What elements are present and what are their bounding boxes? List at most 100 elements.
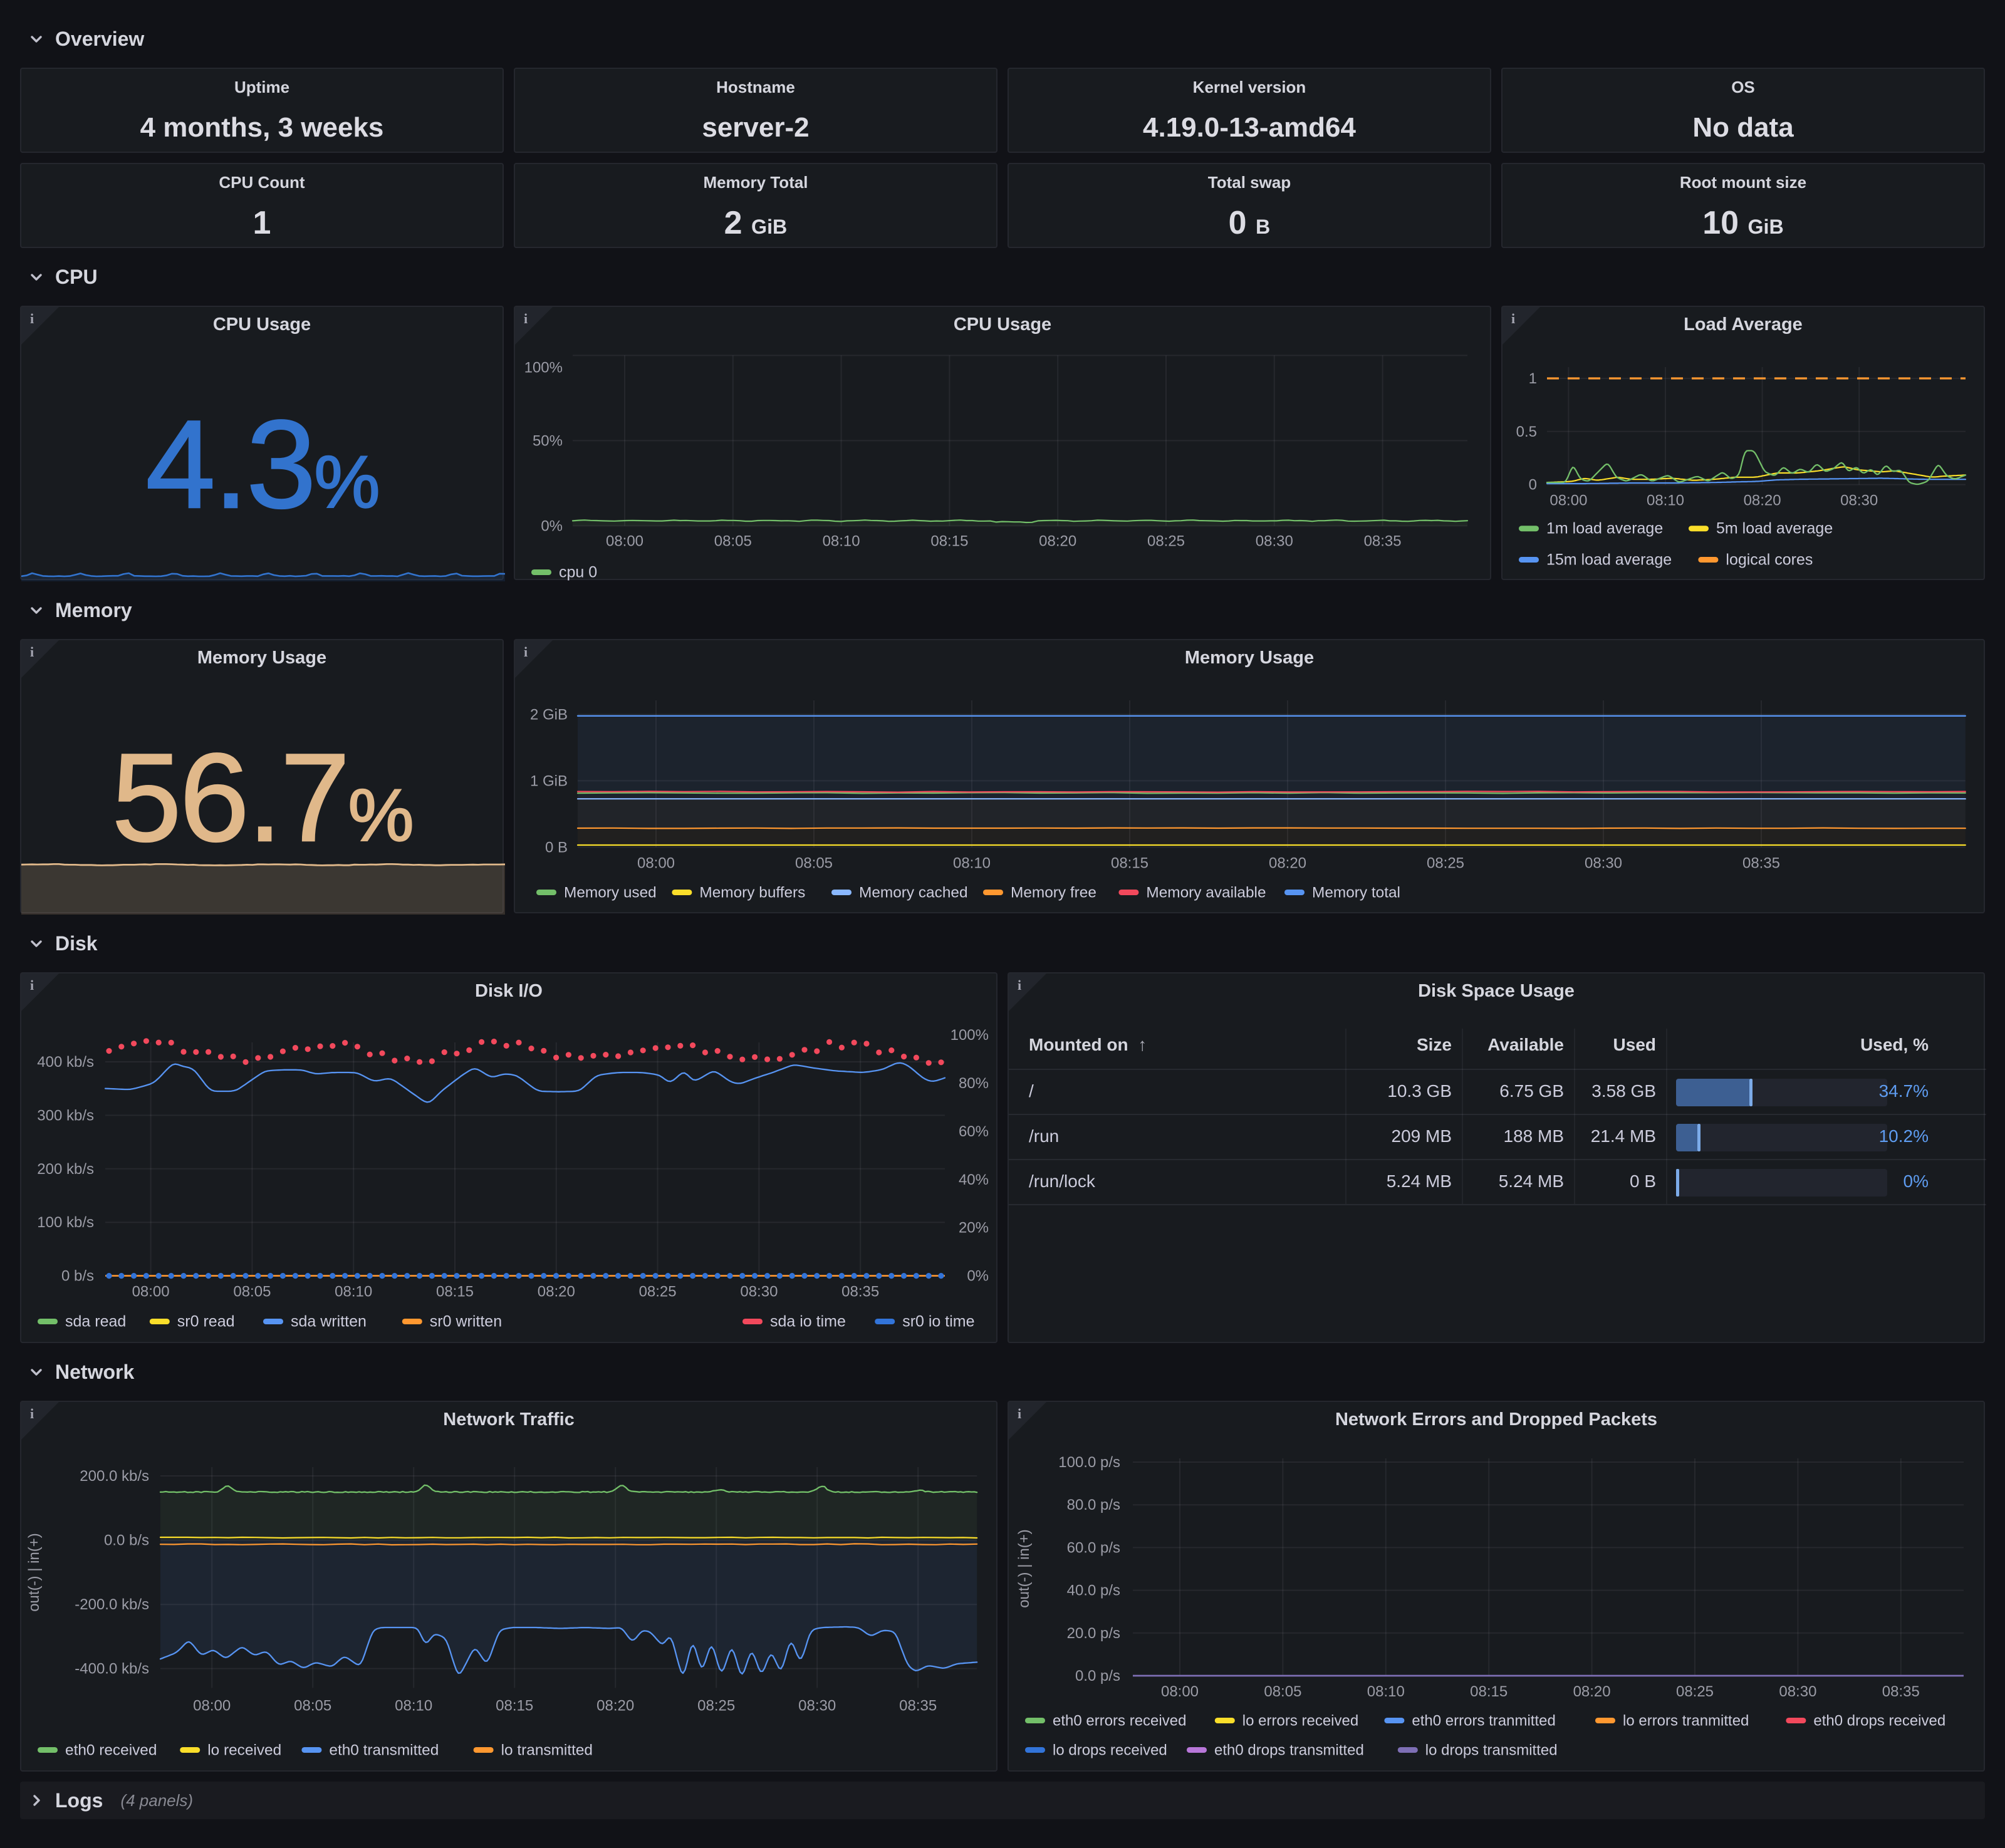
svg-text:08:15: 08:15 [436,1284,474,1300]
svg-text:20%: 20% [959,1220,989,1237]
svg-text:08:15: 08:15 [1470,1683,1508,1700]
svg-text:1m load average: 1m load average [1546,520,1663,537]
svg-text:08:35: 08:35 [1364,532,1402,549]
svg-text:100%: 100% [950,1027,989,1044]
svg-text:lo drops received: lo drops received [1053,1742,1167,1758]
svg-text:1 GiB: 1 GiB [530,772,568,789]
svg-text:Memory cached: Memory cached [859,884,968,901]
svg-text:08:35: 08:35 [899,1697,937,1714]
svg-text:08:35: 08:35 [1742,855,1780,872]
svg-text:0.5: 0.5 [1516,423,1537,440]
svg-text:100%: 100% [524,359,563,376]
svg-text:eth0 errors received: eth0 errors received [1053,1712,1186,1729]
svg-text:08:10: 08:10 [335,1284,372,1300]
svg-text:08:10: 08:10 [953,855,991,872]
svg-text:08:30: 08:30 [1840,492,1878,509]
svg-text:20.0 p/s: 20.0 p/s [1067,1625,1120,1642]
svg-text:sr0 read: sr0 read [177,1312,235,1330]
svg-text:-200.0 kb/s: -200.0 kb/s [75,1596,149,1613]
svg-text:80%: 80% [959,1075,989,1092]
svg-text:08:20: 08:20 [1039,532,1076,549]
svg-text:0%: 0% [541,517,563,534]
svg-text:Memory available: Memory available [1146,884,1266,901]
svg-text:08:05: 08:05 [294,1697,331,1714]
svg-text:08:20: 08:20 [1744,492,1781,509]
svg-text:lo transmitted: lo transmitted [501,1742,593,1758]
svg-text:2 GiB: 2 GiB [530,706,568,723]
svg-text:08:10: 08:10 [1647,492,1684,509]
svg-text:Memory total: Memory total [1312,884,1400,901]
svg-text:5m load average: 5m load average [1716,520,1833,537]
svg-text:08:00: 08:00 [193,1697,231,1714]
svg-text:08:00: 08:00 [1161,1683,1199,1700]
svg-text:40%: 40% [959,1171,989,1188]
svg-text:60.0 p/s: 60.0 p/s [1067,1539,1120,1556]
svg-text:15m load average: 15m load average [1546,551,1672,568]
svg-text:sr0 io time: sr0 io time [902,1312,974,1330]
svg-text:08:30: 08:30 [1779,1683,1816,1700]
svg-text:400 kb/s: 400 kb/s [37,1054,94,1071]
svg-text:out(-) | in(+): out(-) | in(+) [1016,1529,1033,1608]
svg-text:0: 0 [1529,477,1537,494]
svg-text:-400.0 kb/s: -400.0 kb/s [75,1661,149,1678]
svg-text:eth0 drops received: eth0 drops received [1813,1712,1945,1729]
svg-text:08:20: 08:20 [538,1284,575,1300]
svg-text:Memory used: Memory used [564,884,657,901]
svg-text:100.0 p/s: 100.0 p/s [1058,1454,1120,1471]
svg-text:logical cores: logical cores [1726,551,1813,568]
svg-text:50%: 50% [533,432,563,449]
svg-text:08:15: 08:15 [496,1697,533,1714]
svg-text:08:05: 08:05 [1264,1683,1301,1700]
svg-text:08:30: 08:30 [1256,532,1293,549]
svg-text:08:25: 08:25 [1676,1683,1714,1700]
svg-text:08:20: 08:20 [1573,1683,1611,1700]
svg-text:08:05: 08:05 [233,1284,271,1300]
svg-text:sr0 written: sr0 written [430,1312,502,1330]
svg-text:0.0 p/s: 0.0 p/s [1075,1668,1120,1684]
svg-text:08:30: 08:30 [1585,855,1622,872]
svg-text:Memory buffers: Memory buffers [699,884,805,901]
svg-text:08:10: 08:10 [1367,1683,1405,1700]
svg-text:eth0 transmitted: eth0 transmitted [329,1742,439,1758]
svg-text:80.0 p/s: 80.0 p/s [1067,1497,1120,1513]
svg-text:08:00: 08:00 [606,532,643,549]
svg-text:08:05: 08:05 [795,855,833,872]
svg-text:eth0 received: eth0 received [65,1742,157,1758]
svg-text:sda io time: sda io time [770,1312,846,1330]
svg-text:08:20: 08:20 [1269,855,1306,872]
svg-text:08:15: 08:15 [1111,855,1148,872]
svg-text:lo drops transmitted: lo drops transmitted [1425,1742,1558,1758]
svg-text:lo errors tranmitted: lo errors tranmitted [1623,1712,1749,1729]
svg-text:08:35: 08:35 [841,1284,879,1300]
svg-text:08:30: 08:30 [740,1284,778,1300]
svg-text:1: 1 [1529,370,1537,387]
svg-text:lo errors received: lo errors received [1242,1712,1358,1729]
svg-text:0 B: 0 B [545,839,568,856]
svg-text:cpu 0: cpu 0 [559,563,597,581]
svg-text:08:25: 08:25 [1147,532,1185,549]
svg-text:60%: 60% [959,1123,989,1140]
svg-text:0.0 b/s: 0.0 b/s [104,1532,149,1549]
svg-text:08:05: 08:05 [714,532,752,549]
svg-text:200 kb/s: 200 kb/s [37,1161,94,1178]
svg-text:eth0 drops transmitted: eth0 drops transmitted [1214,1742,1364,1758]
svg-text:sda read: sda read [65,1312,126,1330]
svg-text:08:00: 08:00 [132,1284,170,1300]
svg-text:08:15: 08:15 [930,532,968,549]
svg-text:100 kb/s: 100 kb/s [37,1214,94,1231]
svg-text:08:00: 08:00 [1549,492,1587,509]
svg-text:08:10: 08:10 [823,532,860,549]
svg-text:sda written: sda written [291,1312,367,1330]
svg-text:200.0 kb/s: 200.0 kb/s [80,1468,149,1485]
svg-text:lo received: lo received [207,1742,281,1758]
svg-text:08:10: 08:10 [395,1697,432,1714]
svg-text:0%: 0% [967,1268,989,1285]
svg-text:08:25: 08:25 [697,1697,735,1714]
svg-text:08:25: 08:25 [639,1284,677,1300]
svg-text:08:00: 08:00 [637,855,675,872]
svg-text:0 b/s: 0 b/s [61,1268,94,1285]
svg-text:40.0 p/s: 40.0 p/s [1067,1582,1120,1599]
svg-text:08:25: 08:25 [1427,855,1464,872]
svg-text:eth0 errors tranmitted: eth0 errors tranmitted [1412,1712,1555,1729]
svg-text:08:35: 08:35 [1882,1683,1920,1700]
